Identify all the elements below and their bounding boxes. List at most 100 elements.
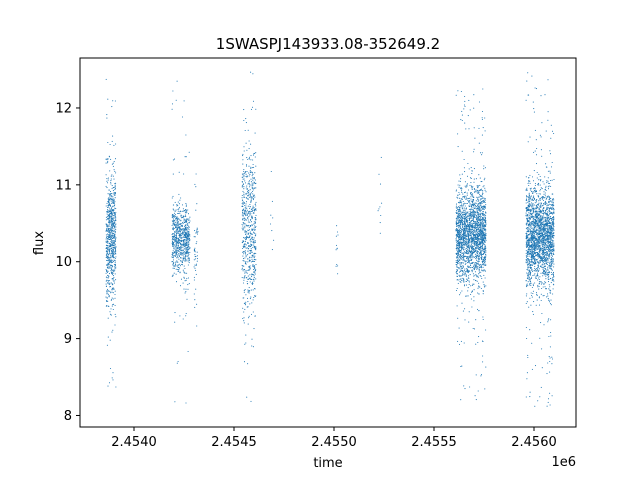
- data-point: [105, 250, 108, 252]
- data-point: [111, 174, 113, 176]
- data-point: [538, 202, 540, 204]
- data-point: [528, 198, 530, 201]
- data-point: [252, 189, 254, 191]
- data-point: [113, 178, 115, 180]
- data-point: [114, 217, 116, 219]
- data-point: [182, 221, 184, 223]
- data-point: [253, 242, 255, 244]
- data-point: [184, 226, 186, 229]
- data-point: [196, 255, 198, 257]
- data-point: [252, 209, 254, 211]
- data-point: [188, 151, 190, 153]
- data-point: [475, 178, 477, 180]
- data-point: [463, 253, 465, 255]
- data-point: [172, 257, 174, 259]
- data-point: [107, 254, 109, 256]
- data-point: [461, 206, 463, 208]
- data-point: [470, 256, 472, 258]
- data-point: [185, 249, 187, 251]
- data-point: [188, 218, 190, 220]
- data-point: [465, 247, 467, 250]
- data-point: [106, 233, 109, 235]
- data-point: [480, 204, 482, 206]
- data-point: [336, 225, 338, 227]
- data-point: [479, 220, 481, 222]
- data-point: [462, 239, 464, 241]
- data-point: [472, 233, 474, 236]
- data-point: [245, 237, 247, 239]
- data-point: [249, 231, 251, 233]
- data-point: [112, 254, 114, 256]
- data-point: [255, 269, 257, 271]
- data-point: [242, 184, 244, 186]
- data-point: [110, 178, 112, 180]
- data-point: [187, 244, 189, 246]
- data-point: [472, 283, 474, 285]
- data-point: [455, 207, 457, 209]
- data-point: [112, 219, 115, 221]
- data-point: [470, 259, 473, 262]
- data-point: [106, 187, 108, 189]
- data-point: [482, 208, 484, 210]
- data-point: [111, 223, 113, 225]
- data-point: [107, 201, 109, 203]
- data-point: [463, 217, 466, 219]
- data-point: [183, 100, 185, 102]
- data-point: [460, 234, 462, 236]
- data-point: [250, 237, 252, 239]
- data-point: [457, 250, 459, 252]
- data-point: [106, 178, 108, 180]
- data-point: [171, 275, 173, 277]
- data-point: [462, 209, 464, 211]
- data-point: [254, 203, 256, 205]
- data-point: [469, 251, 472, 253]
- data-point: [457, 229, 459, 231]
- data-point: [483, 220, 486, 222]
- data-point: [107, 209, 109, 211]
- data-point: [113, 161, 115, 163]
- data-point: [527, 217, 529, 220]
- data-point: [114, 313, 116, 315]
- data-point: [529, 284, 531, 286]
- data-point: [482, 361, 484, 363]
- data-point: [469, 263, 471, 265]
- data-point: [107, 274, 109, 276]
- data-point: [108, 194, 110, 196]
- data-point: [456, 235, 458, 237]
- data-point: [484, 189, 486, 191]
- data-point: [250, 400, 252, 402]
- data-point: [111, 187, 113, 189]
- data-point: [196, 233, 199, 235]
- data-point: [193, 266, 195, 268]
- data-point: [195, 173, 197, 175]
- data-point: [469, 223, 471, 225]
- data-point: [108, 200, 110, 202]
- data-point: [468, 213, 470, 215]
- data-point: [475, 319, 477, 321]
- data-point: [457, 254, 459, 256]
- data-point: [173, 272, 175, 274]
- data-point: [106, 245, 108, 247]
- data-point: [175, 242, 177, 244]
- data-point: [484, 167, 486, 169]
- data-point: [455, 225, 458, 227]
- data-point: [461, 229, 463, 231]
- data-point: [115, 253, 117, 255]
- data-point: [255, 182, 257, 184]
- data-point: [254, 270, 256, 272]
- data-point: [482, 192, 484, 194]
- data-point: [482, 316, 484, 318]
- data-point: [478, 205, 480, 207]
- data-point: [485, 230, 487, 232]
- data-point: [483, 185, 485, 187]
- data-point: [186, 228, 188, 230]
- data-point: [113, 264, 115, 266]
- data-point: [173, 239, 175, 241]
- data-point: [485, 285, 487, 287]
- data-point: [115, 247, 117, 249]
- data-point: [468, 227, 470, 230]
- data-point: [250, 218, 252, 221]
- data-point: [255, 187, 257, 189]
- data-point: [478, 248, 480, 250]
- data-point: [337, 273, 339, 275]
